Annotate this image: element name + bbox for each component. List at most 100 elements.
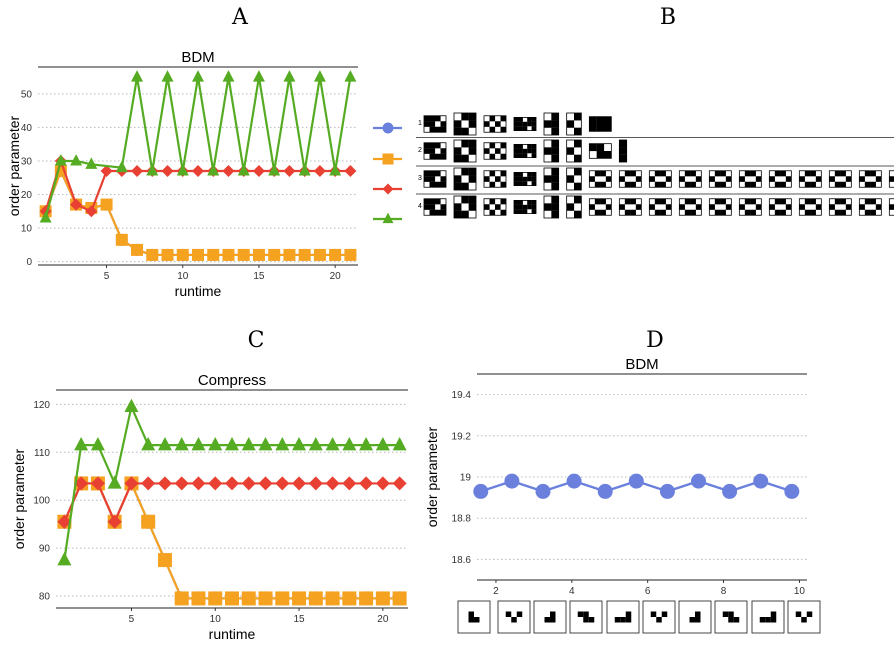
grid-cell — [429, 121, 436, 127]
grid-image — [423, 198, 447, 216]
thumbnail — [606, 600, 640, 634]
grid-cell — [514, 200, 519, 205]
grid-cell — [714, 198, 721, 205]
grid-cell — [514, 204, 519, 210]
series-2-point — [258, 591, 273, 606]
grid-image — [543, 139, 560, 163]
grid-cell — [468, 147, 477, 155]
y-tick-label: 19 — [460, 473, 472, 484]
grid-cell — [527, 176, 532, 182]
x-tick-label: 4 — [569, 586, 575, 597]
grid-cell — [514, 144, 519, 149]
grid-cell — [544, 175, 552, 183]
grid-cell — [574, 210, 582, 219]
grid-image — [798, 198, 822, 216]
grid-cell — [551, 175, 559, 183]
grid-cell — [744, 170, 751, 177]
series-4-point — [252, 70, 265, 82]
grid-cell — [594, 181, 601, 188]
grid-cell — [527, 200, 532, 205]
grid-cell — [429, 126, 436, 133]
grid-image — [543, 167, 560, 191]
grid-cell — [859, 176, 865, 182]
grid-cell — [566, 175, 575, 183]
grid-cell — [435, 153, 441, 160]
series-3-point — [258, 476, 273, 491]
grid-cell — [489, 153, 496, 160]
thumbnail-cell — [650, 611, 657, 617]
grid-cell — [684, 198, 691, 205]
grid-cell — [518, 176, 523, 182]
grid-cell — [461, 182, 469, 191]
series-3-point — [241, 476, 256, 491]
grid-cell — [489, 181, 496, 188]
grid-cell — [461, 113, 469, 121]
series-3-point — [292, 476, 307, 491]
series-1-point — [504, 473, 520, 489]
grid-cell — [424, 121, 430, 127]
panel-label-d: D — [646, 328, 664, 353]
grid-cell — [461, 140, 469, 148]
grid-cell — [531, 144, 537, 149]
thumbnail — [497, 600, 531, 634]
grid-cell — [870, 209, 876, 216]
grid-cell — [870, 181, 876, 188]
row-label: 4 — [418, 203, 422, 210]
panel-b-grids: 1 2 3 4 — [416, 112, 894, 219]
grid-cell — [574, 154, 582, 163]
thumbnail-cell — [765, 617, 771, 623]
series-3-point — [308, 476, 323, 491]
grid-cell — [566, 120, 575, 128]
thumbnail-cell — [588, 617, 595, 623]
y-tick-label: 100 — [33, 496, 50, 507]
grid-image — [588, 170, 612, 188]
panel-label-c: C — [248, 328, 265, 353]
series-4-point — [39, 211, 52, 223]
grid-cell — [518, 204, 523, 210]
series-4-point — [192, 70, 204, 82]
thumbnail-cell — [689, 617, 695, 623]
series-2-point — [115, 233, 128, 246]
grid-cell — [619, 154, 627, 163]
grid-cell — [500, 209, 507, 216]
grid-cell — [605, 204, 612, 210]
series-2-point — [222, 248, 235, 261]
grid-cell — [500, 153, 507, 160]
grid-cell — [429, 176, 436, 182]
thumbnail-cell — [759, 617, 766, 623]
series-2-point — [283, 248, 296, 261]
grid-cell — [840, 198, 846, 205]
series-3-point — [222, 165, 235, 178]
series-3-point — [208, 476, 223, 491]
grid-cell — [810, 181, 816, 188]
series-4-point — [308, 437, 323, 451]
grid-cell — [500, 115, 507, 122]
grid-cell — [461, 168, 469, 176]
series-4-point — [325, 437, 340, 451]
grid-image — [453, 167, 477, 191]
grid-cell — [635, 176, 642, 182]
series-2-point — [157, 553, 172, 568]
series-3-point — [342, 476, 357, 491]
grid-cell — [544, 120, 552, 128]
thumbnail-cell — [801, 617, 807, 623]
thumbnail — [533, 600, 567, 634]
grid-cell — [454, 120, 462, 128]
grid-image — [453, 139, 477, 163]
thumbnail-cell — [733, 617, 740, 623]
thumbnail — [751, 600, 785, 634]
series-4-point — [222, 70, 235, 82]
grid-cell — [750, 181, 756, 188]
thumbnail-cell — [795, 611, 802, 617]
series-2-point — [191, 591, 206, 606]
grid-image — [566, 112, 582, 136]
grid-cell — [594, 209, 601, 216]
grid-cell — [531, 181, 537, 186]
grid-cell — [604, 151, 612, 159]
series-4-point — [225, 437, 239, 451]
series-2-point — [308, 591, 323, 606]
series-4-point — [161, 70, 174, 82]
y-tick-label: 10 — [21, 224, 33, 235]
grid-image — [513, 117, 537, 132]
grid-cell — [725, 176, 732, 182]
